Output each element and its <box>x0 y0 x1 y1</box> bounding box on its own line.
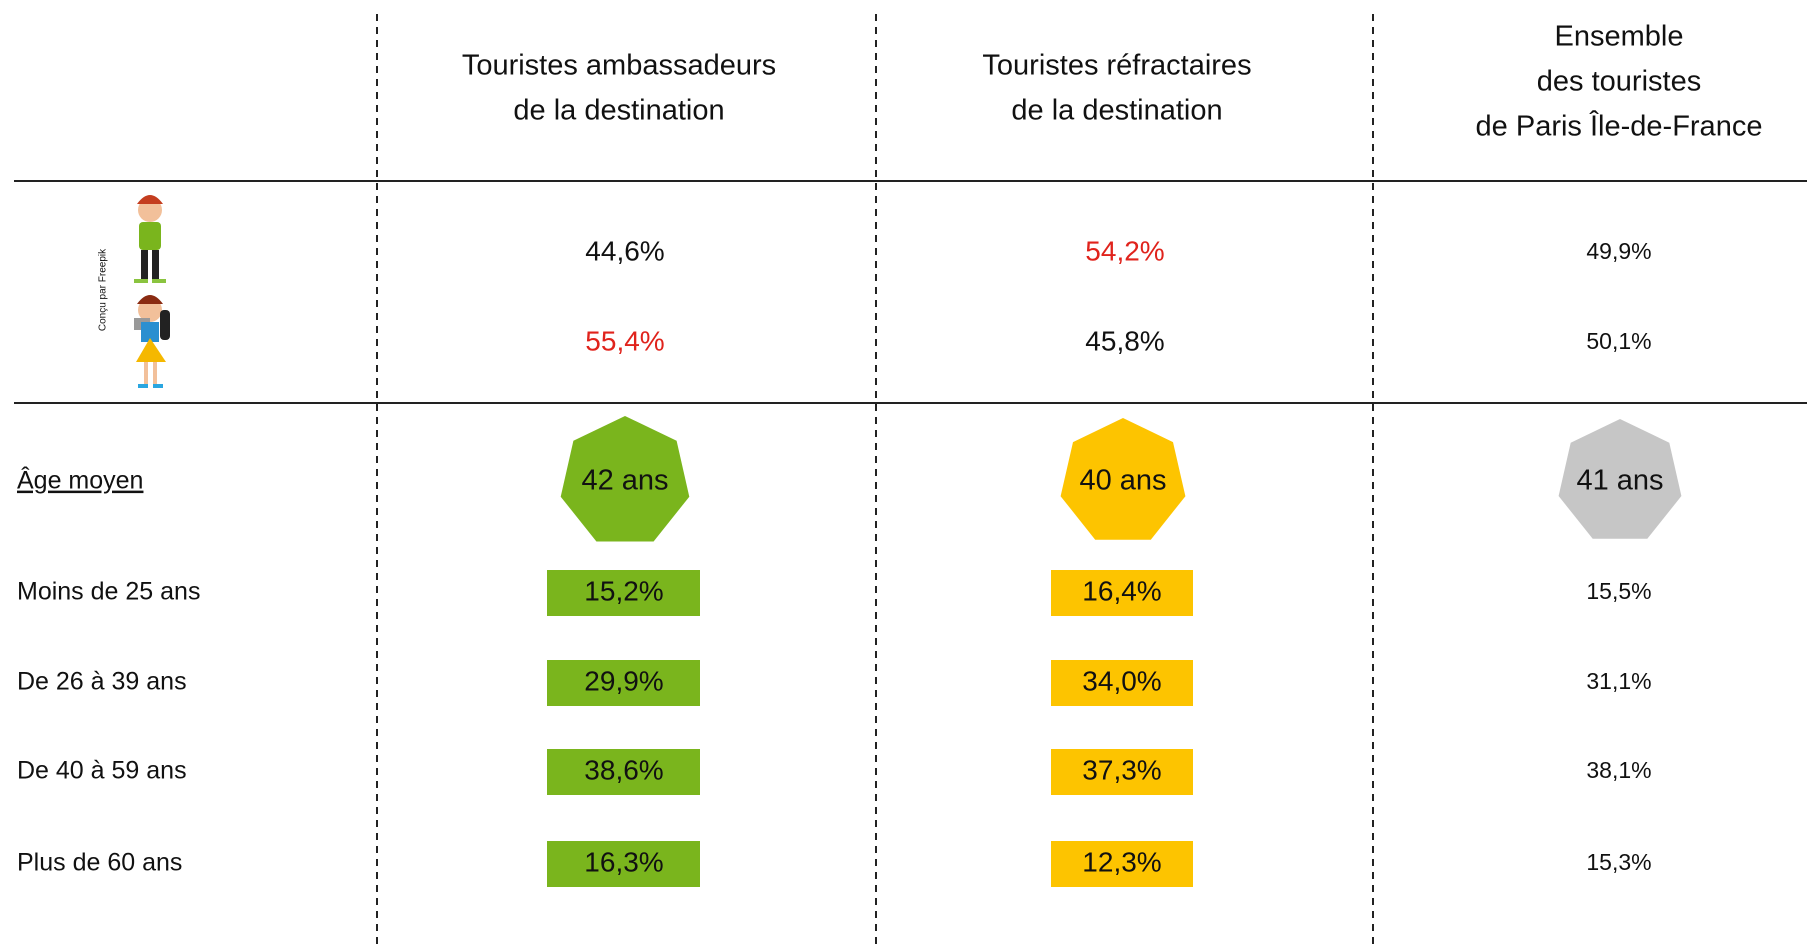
row-label: Âge moyen <box>17 466 143 495</box>
age-rows: Moins de 25 ans 15,2% 16,4% 15,5% De 26 à 39… <box>17 570 1652 887</box>
cell-value: 29,9% <box>584 665 663 696</box>
column-header: Touristes réfractaires <box>982 50 1251 82</box>
cell-value: 50,1% <box>1586 328 1651 354</box>
infographic: Touristes ambassadeurs de la destination… <box>0 0 1807 944</box>
cell-value: 31,1% <box>1586 668 1651 694</box>
cell-value: 16,3% <box>584 846 663 877</box>
column-header: de la destination <box>513 95 724 127</box>
column-header: de Paris Île-de-France <box>1476 110 1763 143</box>
row-label: Moins de 25 ans <box>17 578 200 606</box>
column-header: Touristes ambassadeurs <box>462 50 776 82</box>
row-label: De 40 à 59 ans <box>17 757 187 785</box>
female-icon <box>134 295 170 388</box>
column-header: Ensemble <box>1555 21 1684 53</box>
column-header: de la destination <box>1011 95 1222 127</box>
cell-value: 15,3% <box>1586 849 1651 875</box>
average-age: 42 ans <box>581 465 668 497</box>
cell-value: 45,8% <box>1085 325 1164 356</box>
cell-value: 15,5% <box>1586 578 1651 604</box>
average-age: 41 ans <box>1576 465 1663 497</box>
average-age: 40 ans <box>1079 465 1166 497</box>
cell-value: 55,4% <box>585 325 664 356</box>
cell-value: 15,2% <box>584 575 663 606</box>
cell-value: 34,0% <box>1082 665 1161 696</box>
cell-value: 54,2% <box>1085 235 1164 266</box>
row-label: Plus de 60 ans <box>17 849 182 877</box>
cell-value: 16,4% <box>1082 575 1161 606</box>
column-header: des touristes <box>1537 66 1701 98</box>
image-credit: Conçu par Freepik <box>98 248 109 331</box>
cell-value: 37,3% <box>1082 754 1161 785</box>
cell-value: 38,6% <box>584 754 663 785</box>
row-label: De 26 à 39 ans <box>17 668 187 696</box>
cell-value: 12,3% <box>1082 846 1161 877</box>
male-icon <box>134 195 166 283</box>
cell-value: 44,6% <box>585 235 664 266</box>
cell-value: 49,9% <box>1586 238 1651 264</box>
cell-value: 38,1% <box>1586 757 1651 783</box>
